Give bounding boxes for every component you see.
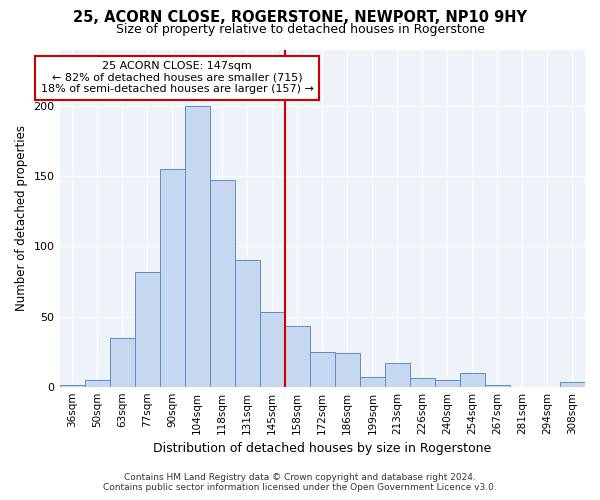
Bar <box>285 326 310 386</box>
Bar <box>85 380 110 386</box>
Bar <box>310 352 335 386</box>
Bar <box>360 377 385 386</box>
Bar <box>560 382 585 386</box>
Bar <box>260 312 285 386</box>
Text: Contains HM Land Registry data © Crown copyright and database right 2024.
Contai: Contains HM Land Registry data © Crown c… <box>103 473 497 492</box>
Bar <box>410 378 435 386</box>
Bar <box>385 363 410 386</box>
X-axis label: Distribution of detached houses by size in Rogerstone: Distribution of detached houses by size … <box>153 442 491 455</box>
Bar <box>185 106 209 386</box>
Bar <box>335 353 360 386</box>
Bar <box>134 272 160 386</box>
Bar <box>460 372 485 386</box>
Bar <box>160 169 185 386</box>
Bar <box>110 338 134 386</box>
Text: Size of property relative to detached houses in Rogerstone: Size of property relative to detached ho… <box>115 22 485 36</box>
Text: 25, ACORN CLOSE, ROGERSTONE, NEWPORT, NP10 9HY: 25, ACORN CLOSE, ROGERSTONE, NEWPORT, NP… <box>73 10 527 25</box>
Bar <box>435 380 460 386</box>
Bar <box>235 260 260 386</box>
Bar <box>209 180 235 386</box>
Text: 25 ACORN CLOSE: 147sqm
← 82% of detached houses are smaller (715)
18% of semi-de: 25 ACORN CLOSE: 147sqm ← 82% of detached… <box>41 61 314 94</box>
Y-axis label: Number of detached properties: Number of detached properties <box>15 126 28 312</box>
